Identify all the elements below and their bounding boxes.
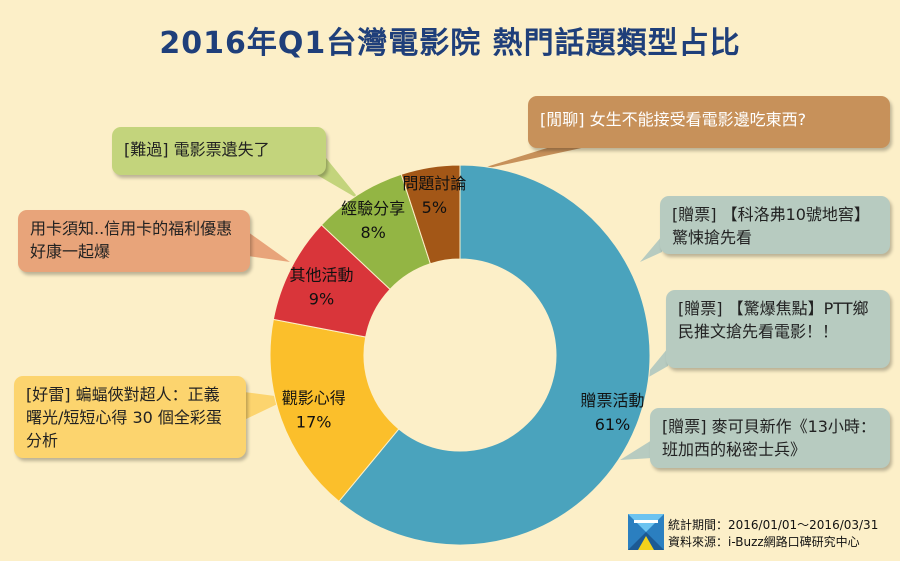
footer-period: 統計期間：2016/01/01～2016/03/31 [668, 518, 879, 532]
slice-labels: 贈票活動 61% 觀影心得 17% 其他活動 9% 經驗分享 8% 問題討論 5% [282, 174, 645, 434]
callout-qita: 用卡須知..信用卡的福利優惠 好康一起爆 [18, 210, 250, 272]
callout-zengpiao-2: [贈票] 【驚爆焦點】PTT鄉民推文搶先看電影！！ [666, 290, 890, 368]
chart-title: 2016年Q1台灣電影院 熱門話題類型占比 [159, 26, 741, 61]
slice-category-jingyan: 經驗分享 [341, 199, 405, 218]
footer: 統計期間：2016/01/01～2016/03/31 資料來源：i-Buzz網路… [628, 514, 898, 554]
slice-percent-wenti: 5% [422, 198, 447, 217]
callout-zengpiao-3: [贈票] 麥可貝新作《13小時：班加西的秘密士兵》 [650, 408, 890, 468]
ibuzz-logo-icon [628, 514, 664, 550]
callout-zengpiao-1: [贈票] 【科洛弗10號地窖】驚悚搶先看 [660, 196, 890, 254]
slice-percent-qita: 9% [309, 289, 334, 308]
callout-jingyan: [難過] 電影票遺失了 [112, 127, 326, 175]
slice-category-wenti: 問題討論 [402, 174, 466, 193]
slice-zengpiao [338, 164, 651, 546]
slice-category-qita: 其他活動 [289, 265, 353, 284]
pointer-zengpiao-3 [620, 440, 652, 460]
slice-percent-zengpiao: 61% [595, 415, 631, 434]
pointer-zengpiao-1 [640, 236, 662, 262]
footer-source: 資料來源：i-Buzz網路口碑研究中心 [668, 535, 860, 549]
slice-guanying [269, 318, 400, 503]
slice-category-guanying: 觀影心得 [282, 389, 346, 408]
callout-guanying: [好雷] 蝙蝠俠對超人：正義曙光/短短心得 30 個全彩蛋分析 [14, 376, 246, 458]
slice-category-zengpiao: 贈票活動 [580, 391, 644, 410]
slice-percent-jingyan: 8% [360, 223, 385, 242]
donut-slices [269, 164, 651, 546]
slice-wenti [400, 164, 461, 265]
slice-percent-guanying: 17% [296, 413, 332, 432]
callout-wenti: [閒聊] 女生不能接受看電影邊吃東西? [528, 96, 890, 148]
pointer-wenti [470, 144, 600, 172]
pointer-qita [248, 232, 290, 262]
